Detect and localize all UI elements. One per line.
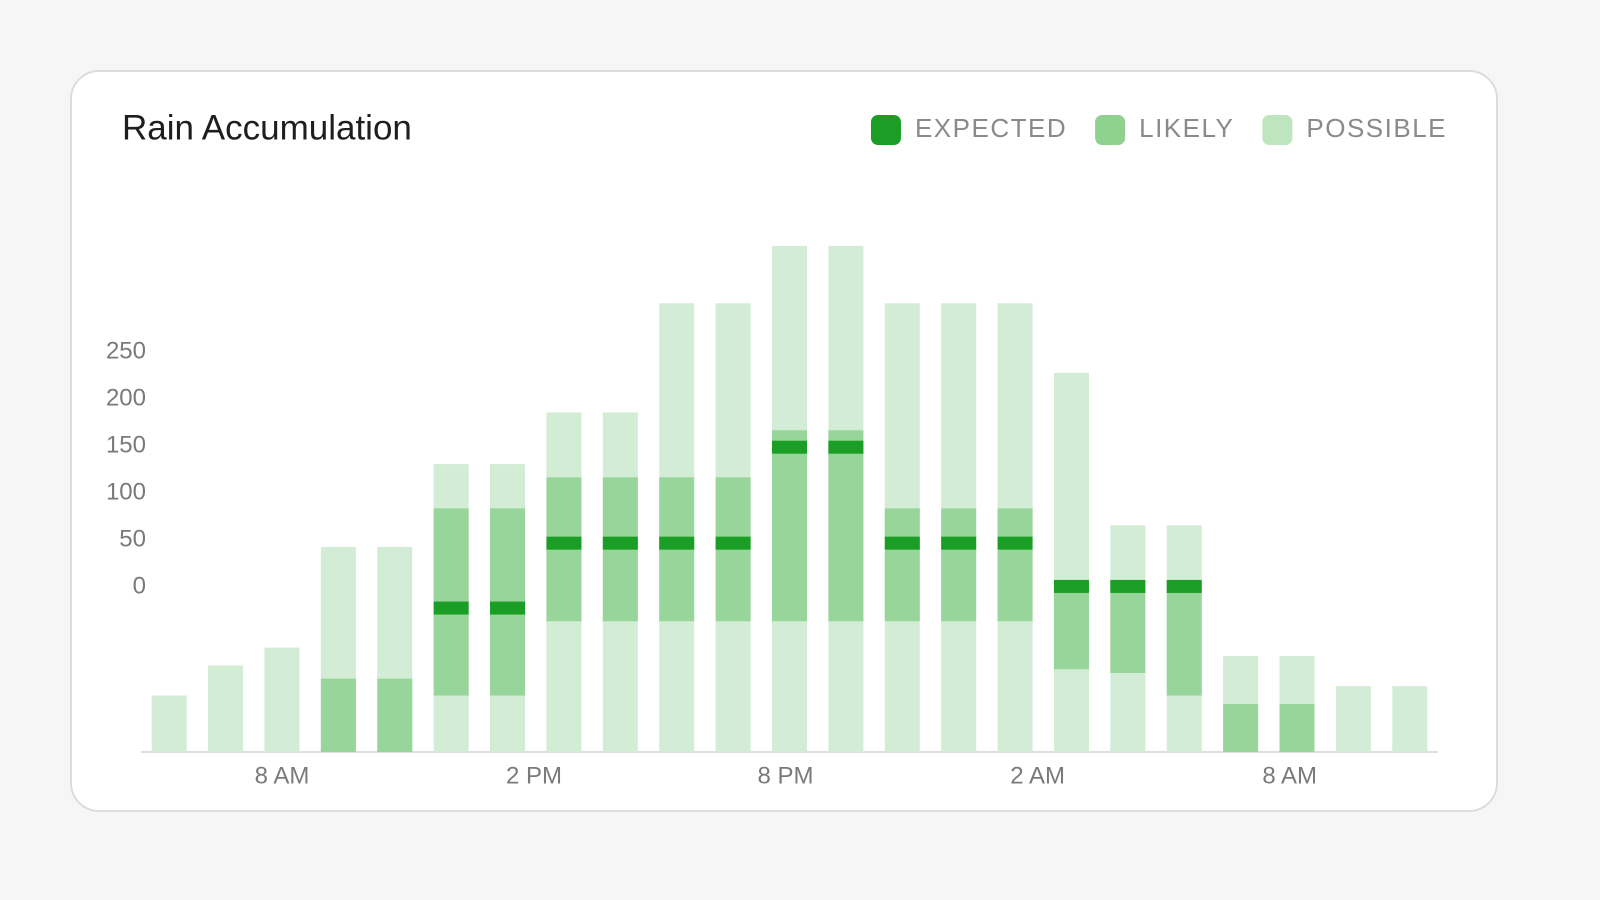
legend-label: LIKELY: [1139, 113, 1234, 143]
y-tick-label: 100: [106, 479, 146, 506]
plot: 0 50 100 150 200 250 8 AM 2 PM 8 PM 2 AM 8 AM: [106, 245, 1438, 789]
x-tick-label: 2 AM: [1010, 762, 1065, 789]
expected-bar: [828, 440, 864, 454]
legend-swatch: [870, 115, 901, 145]
expected-bar: [715, 536, 751, 550]
likely-bar: [377, 678, 413, 752]
legend-swatch: [1262, 115, 1293, 145]
likely-bar: [320, 678, 356, 752]
likely-bar: [941, 508, 977, 622]
y-tick-label: 50: [119, 526, 146, 553]
y-tick-label: 0: [133, 573, 146, 600]
expected-bar: [1166, 579, 1202, 593]
expected-bar: [433, 601, 469, 615]
y-tick-label: 200: [106, 385, 146, 412]
expected-bar: [659, 536, 695, 550]
x-tick-label: 2 PM: [506, 762, 562, 789]
possible-bar: [1392, 686, 1428, 752]
likely-bar: [828, 430, 864, 622]
likely-bar: [772, 430, 807, 622]
possible-bar: [151, 695, 187, 752]
likely-bar: [1223, 704, 1259, 752]
expected-bar: [772, 440, 807, 454]
possible-bar: [208, 665, 244, 752]
possible-bar: [1335, 686, 1371, 752]
expected-bar: [490, 601, 526, 615]
likely-bar: [1110, 580, 1146, 673]
likely-bar: [1053, 580, 1089, 670]
likely-bar: [1166, 580, 1202, 696]
likely-bar: [884, 508, 920, 622]
expected-bar: [884, 536, 920, 550]
possible-bar: [1053, 372, 1089, 752]
y-tick-label: 150: [106, 432, 146, 459]
possible-bar: [264, 647, 300, 752]
x-tick-label: 8 AM: [1262, 762, 1317, 789]
x-tick-label: 8 PM: [758, 762, 814, 789]
expected-bar: [1053, 579, 1089, 593]
x-tick-label: 8 AM: [255, 762, 310, 789]
legend-label: EXPECTED: [915, 113, 1067, 143]
expected-bar: [1110, 579, 1146, 593]
expected-bar: [997, 536, 1033, 550]
y-tick-label: 250: [106, 338, 146, 365]
legend-swatch: [1095, 115, 1126, 145]
expected-bar: [941, 536, 977, 550]
expected-bar: [546, 536, 582, 550]
legend-label: POSSIBLE: [1306, 113, 1447, 143]
chart-title: Rain Accumulation: [122, 108, 412, 147]
expected-bar: [602, 536, 638, 550]
legend: POSSIBLE LIKELY EXPECTED: [870, 113, 1447, 145]
likely-bar: [1279, 704, 1315, 752]
likely-bar: [997, 508, 1033, 622]
